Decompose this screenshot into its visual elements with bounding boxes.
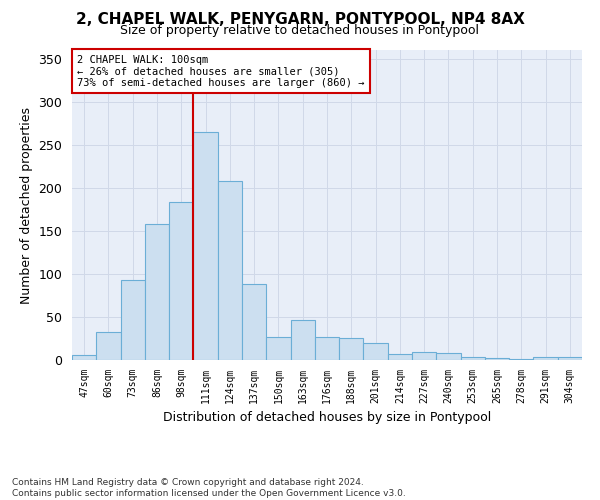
Bar — [96, 332, 121, 360]
Bar — [339, 338, 364, 360]
Bar — [193, 132, 218, 360]
Bar — [315, 337, 339, 360]
Bar — [461, 356, 485, 360]
Text: 2 CHAPEL WALK: 100sqm
← 26% of detached houses are smaller (305)
73% of semi-det: 2 CHAPEL WALK: 100sqm ← 26% of detached … — [77, 54, 365, 88]
Bar — [72, 355, 96, 360]
Bar — [388, 354, 412, 360]
Bar — [485, 358, 509, 360]
Bar — [145, 224, 169, 360]
Y-axis label: Number of detached properties: Number of detached properties — [20, 106, 33, 304]
Bar — [364, 343, 388, 360]
Bar — [218, 181, 242, 360]
Bar — [242, 284, 266, 360]
Bar — [266, 337, 290, 360]
X-axis label: Distribution of detached houses by size in Pontypool: Distribution of detached houses by size … — [163, 411, 491, 424]
Text: Contains HM Land Registry data © Crown copyright and database right 2024.
Contai: Contains HM Land Registry data © Crown c… — [12, 478, 406, 498]
Bar — [436, 353, 461, 360]
Bar — [533, 358, 558, 360]
Text: Size of property relative to detached houses in Pontypool: Size of property relative to detached ho… — [121, 24, 479, 37]
Bar — [169, 202, 193, 360]
Bar — [558, 358, 582, 360]
Bar — [509, 359, 533, 360]
Bar — [290, 320, 315, 360]
Bar — [412, 352, 436, 360]
Bar — [121, 280, 145, 360]
Text: 2, CHAPEL WALK, PENYGARN, PONTYPOOL, NP4 8AX: 2, CHAPEL WALK, PENYGARN, PONTYPOOL, NP4… — [76, 12, 524, 28]
